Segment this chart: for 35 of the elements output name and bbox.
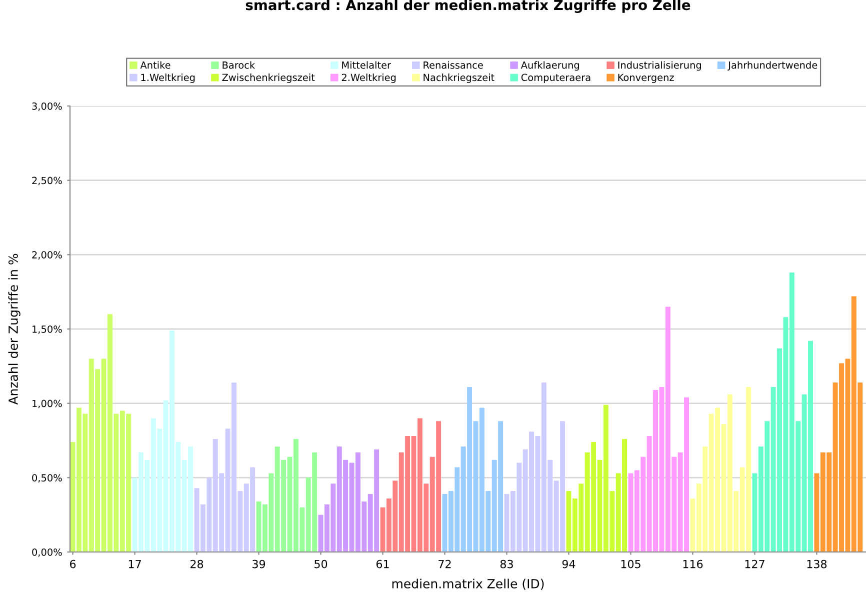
legend-label: Konvergenz [618, 74, 674, 83]
y-axis-title: Anzahl der Zugriffe in % [8, 254, 20, 405]
x-tick-label: 105 [621, 560, 640, 568]
legend-label: Zwischenkriegszeit [222, 74, 315, 83]
legend-label: 2.Weltkrieg [342, 74, 396, 83]
legend-label: Nachkriegszeit [424, 74, 494, 83]
x-axis-title: medien.matrix Zelle (ID) [392, 578, 544, 590]
legend-label: Aufklaerung [520, 61, 579, 71]
legend-label: Renaissance [424, 61, 483, 69]
legend-label: Barock [222, 61, 256, 69]
x-tick-label: 50 [314, 560, 328, 568]
legend-label: Jahrhundertwende [728, 61, 818, 71]
y-tick-label: 0,50% [32, 474, 62, 482]
legend-label: Industrialisierung [618, 61, 701, 71]
x-tick-label: 83 [500, 560, 513, 568]
y-tick-label: 1,00% [32, 400, 62, 408]
x-tick-label: 94 [562, 560, 576, 568]
x-tick-label: 17 [128, 560, 141, 568]
x-tick-label: 127 [745, 560, 764, 568]
legend-label: Computeraera [521, 74, 590, 83]
x-tick-label: 138 [807, 560, 827, 568]
x-tick-label: 28 [190, 560, 204, 568]
y-tick-label: 2,50% [32, 176, 62, 186]
legend-label: Antike [140, 61, 170, 69]
x-tick-label: 6 [70, 560, 76, 568]
x-tick-label: 61 [376, 560, 389, 568]
y-tick-label: 2,00% [32, 251, 62, 260]
x-tick-label: 39 [252, 560, 266, 568]
y-tick-label: 0,00% [32, 548, 62, 557]
legend-label: Mittelalter [342, 61, 392, 69]
y-tick-label: 1,50% [32, 325, 62, 334]
y-tick-label: 3,00% [32, 102, 62, 111]
legend-label: 1.Weltkrieg [141, 74, 195, 83]
x-tick-label: 116 [683, 560, 703, 568]
x-tick-label: 72 [438, 560, 451, 568]
